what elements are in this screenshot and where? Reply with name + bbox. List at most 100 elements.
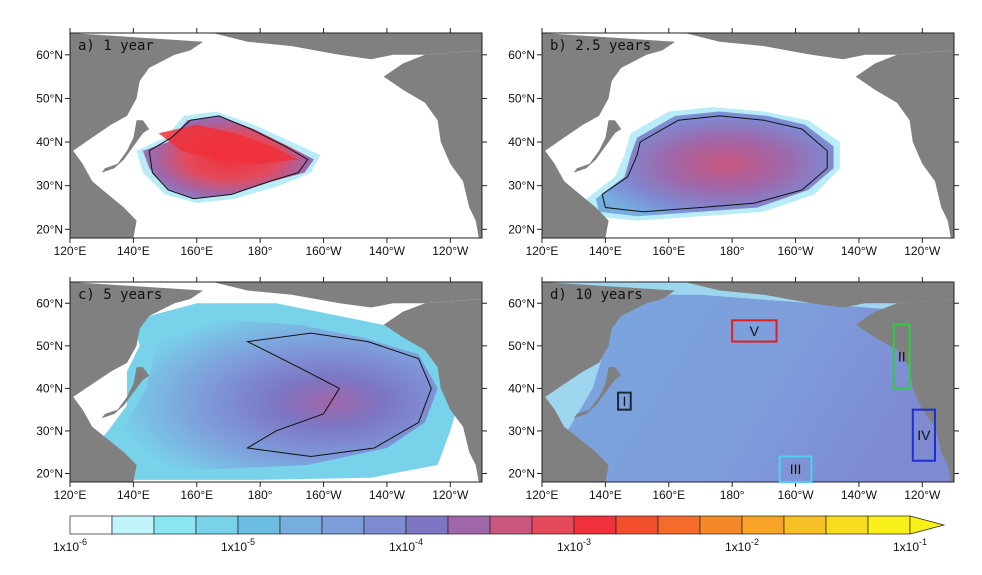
tracer-field (567, 294, 954, 482)
lon-tick-label: 120°W (432, 244, 469, 258)
lon-tick-label: 180° (720, 488, 745, 502)
colorbar-segment (237, 515, 281, 535)
land-mass (542, 33, 676, 238)
lon-tick-label: 160°E (652, 244, 685, 258)
land-mass (855, 299, 954, 482)
land-mass (101, 120, 150, 173)
tracer-field (595, 111, 834, 217)
lon-tick-label: 140°W (369, 244, 406, 258)
lat-tick-label: 60°N (508, 296, 535, 310)
region-box: I (617, 391, 632, 411)
lon-tick-label: 160°W (777, 488, 814, 502)
colorbar-segment (531, 515, 575, 535)
land-mass (855, 50, 954, 238)
contour-line (245, 332, 432, 458)
colorbar-segment (825, 515, 869, 535)
lon-tick-label: 120°E (54, 488, 87, 502)
region-label: III (790, 461, 802, 477)
colorbar-label: 1x10-1 (893, 537, 927, 554)
colorbar-exponent: -1 (919, 537, 927, 547)
lat-tick-label: 50°N (508, 91, 535, 105)
lon-tick-label: 160°E (180, 244, 213, 258)
lon-tick-label: 140°E (117, 244, 150, 258)
lat-tick-label: 50°N (508, 339, 535, 353)
lon-tick-label: 140°E (589, 244, 622, 258)
colorbar-label: 1x10-6 (53, 537, 87, 554)
land-mass (383, 299, 482, 482)
colorbar-segment (69, 515, 113, 535)
tracer-field (101, 320, 438, 470)
lon-tick-label: 120°E (54, 244, 87, 258)
region-outline (617, 391, 632, 411)
lon-tick-label: 120°E (526, 488, 559, 502)
land-mass (573, 367, 622, 419)
lat-tick-label: 20°N (508, 466, 535, 480)
colorbar-label: 1x10-4 (389, 537, 423, 554)
lon-tick-label: 140°W (841, 244, 878, 258)
lon-tick-label: 120°W (904, 244, 941, 258)
lat-tick-label: 40°N (36, 135, 63, 149)
lat-tick-label: 20°N (508, 222, 535, 236)
colorbar-segment (573, 515, 617, 535)
region-label: V (750, 323, 760, 339)
lat-tick-label: 40°N (508, 135, 535, 149)
lon-tick-label: 140°W (841, 488, 878, 502)
lon-tick-label: 160°W (777, 244, 814, 258)
lat-tick-label: 30°N (36, 179, 63, 193)
lon-tick-label: 160°E (652, 488, 685, 502)
region-label: IV (917, 427, 931, 443)
colorbar-segment (741, 515, 785, 535)
colorbar-segment (783, 515, 827, 535)
lat-tick-label: 30°N (36, 424, 63, 438)
lat-tick-label: 50°N (36, 339, 63, 353)
colorbar-exponent: -5 (247, 537, 255, 547)
lon-tick-label: 160°W (305, 488, 342, 502)
colorbar-segment (615, 515, 659, 535)
colorbar-segment (111, 515, 155, 535)
lat-tick-label: 30°N (508, 424, 535, 438)
lat-tick-label: 60°N (36, 296, 63, 310)
colorbar-segment (321, 515, 365, 535)
lat-tick-label: 40°N (36, 381, 63, 395)
land-mass (101, 367, 150, 419)
panel-label: d) 10 years (550, 287, 643, 303)
map-panel: 20°N 30°N 40°N 50°N 60°N 120°E 140°E 160°E 180° 1… (508, 28, 959, 258)
colorbar-label: 1x10-2 (725, 537, 759, 554)
panel-label: a) 1 year (78, 38, 154, 54)
contour-line (601, 115, 828, 213)
colorbar-segment (657, 515, 701, 535)
lon-tick-label: 120°W (904, 488, 941, 502)
land-mass (70, 282, 204, 482)
lat-tick-label: 30°N (508, 179, 535, 193)
colorbar-exponent: -6 (79, 537, 87, 547)
land-mass (542, 282, 676, 482)
colorbar-extension-arrow (909, 515, 946, 535)
region-box: III (778, 455, 813, 483)
region-outline (731, 319, 778, 343)
lon-tick-label: 140°E (117, 488, 150, 502)
lon-tick-label: 120°W (432, 488, 469, 502)
lon-tick-label: 160°E (180, 488, 213, 502)
land-mass (70, 33, 204, 238)
region-box: II (892, 323, 911, 390)
region-box: IV (911, 408, 936, 462)
land-mass (70, 282, 482, 308)
map-frame (541, 32, 955, 239)
map-panel: 20°N 30°N 40°N 50°N 60°N 120°E 140°E 160°E 180° 1… (508, 277, 959, 502)
panel-label: b) 2.5 years (550, 38, 651, 54)
map-frame (69, 32, 483, 239)
land-mass (542, 282, 954, 308)
colorbar-label: 1x10-5 (221, 537, 255, 554)
region-outline (778, 455, 813, 483)
contour-line (148, 115, 309, 200)
colorbar-segment (195, 515, 239, 535)
lat-tick-label: 60°N (36, 48, 63, 62)
map-panel: 20°N 30°N 40°N 50°N 60°N 120°E 140°E 160°E 180° 1… (36, 28, 487, 258)
colorbar-segment (363, 515, 407, 535)
lat-tick-label: 20°N (36, 466, 63, 480)
region-label: I (622, 393, 626, 409)
colorbar-segment (699, 515, 743, 535)
lon-tick-label: 140°W (369, 488, 406, 502)
colorbar: 1x10-6 1x10-5 1x10-4 1x10-3 1x10-2 1x10-1 (53, 515, 946, 554)
